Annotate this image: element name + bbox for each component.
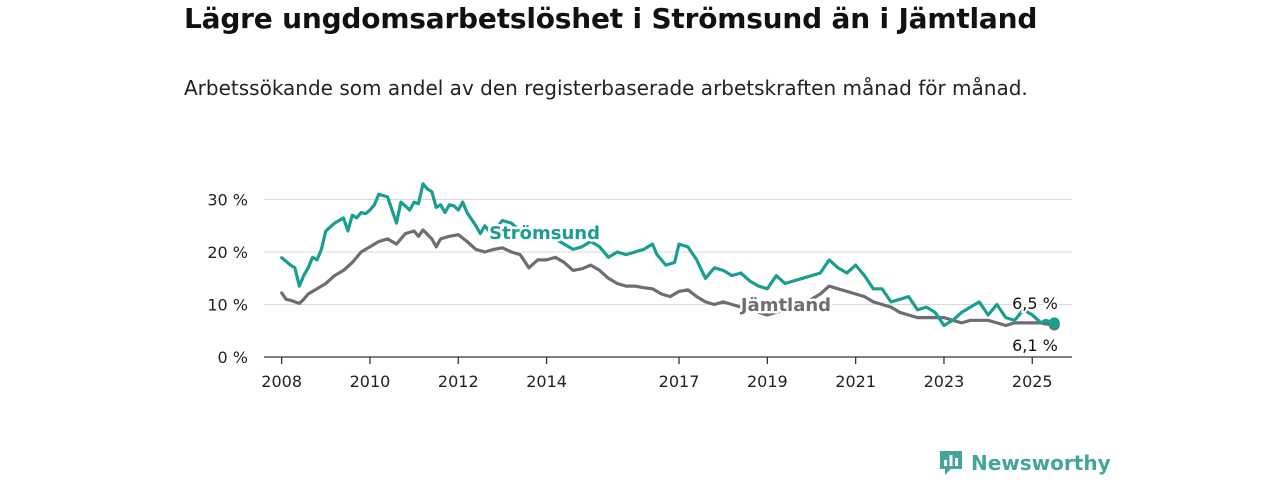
chart-title: Lägre ungdomsarbetslöshet i Strömsund än… xyxy=(184,2,1038,35)
series-line-strömsund xyxy=(280,182,1056,328)
x-tick-label: 2014 xyxy=(526,372,567,391)
series-end-value-label: 6,5 % xyxy=(1012,294,1058,313)
series-line-jämtland xyxy=(280,228,1056,328)
chart-subtitle: Arbetssökande som andel av den registerb… xyxy=(184,76,1028,100)
y-tick-label: 30 % xyxy=(207,191,248,210)
series-end-value-label: 6,1 % xyxy=(1012,336,1058,355)
y-tick-label: 20 % xyxy=(207,243,248,262)
brand-logo[interactable]: Newsworthy xyxy=(938,449,1111,477)
x-tick-label: 2008 xyxy=(261,372,302,391)
x-tick-label: 2017 xyxy=(659,372,700,391)
series-end-point xyxy=(1048,317,1060,329)
x-tick-label: 2010 xyxy=(350,372,391,391)
series-label: Strömsund xyxy=(489,223,600,244)
x-tick-label: 2012 xyxy=(438,372,479,391)
x-tick-label: 2025 xyxy=(1012,372,1053,391)
brand-name: Newsworthy xyxy=(971,451,1111,475)
y-tick-label: 10 % xyxy=(207,296,248,315)
x-tick-label: 2023 xyxy=(924,372,965,391)
y-tick-label: 0 % xyxy=(218,348,248,367)
series-label: Jämtland xyxy=(739,295,831,316)
x-tick-label: 2021 xyxy=(835,372,876,391)
newsworthy-chart-icon xyxy=(940,451,962,475)
x-tick-label: 2019 xyxy=(747,372,788,391)
